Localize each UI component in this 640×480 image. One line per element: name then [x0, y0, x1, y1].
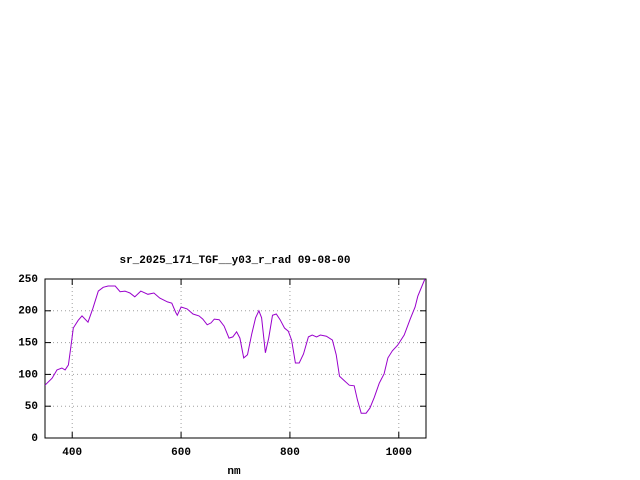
y-tick-label: 200: [18, 306, 38, 318]
chart-title: sr_2025_171_TGF__y03_r_rad 09-08-00: [119, 255, 350, 267]
x-tick-label: 400: [62, 447, 82, 459]
data-line: [44, 278, 426, 414]
plot-border: [44, 278, 427, 439]
x-tick-label: 1000: [386, 447, 412, 459]
x-tick-label: 800: [280, 447, 300, 459]
x-axis-label: nm: [227, 466, 241, 478]
y-tick-label: 100: [18, 369, 38, 381]
y-tick-label: 0: [31, 433, 38, 445]
y-tick-label: 50: [25, 401, 38, 413]
x-tick-label: 600: [171, 447, 191, 459]
y-tick-label: 150: [18, 338, 38, 350]
y-tick-label: 250: [18, 274, 38, 286]
